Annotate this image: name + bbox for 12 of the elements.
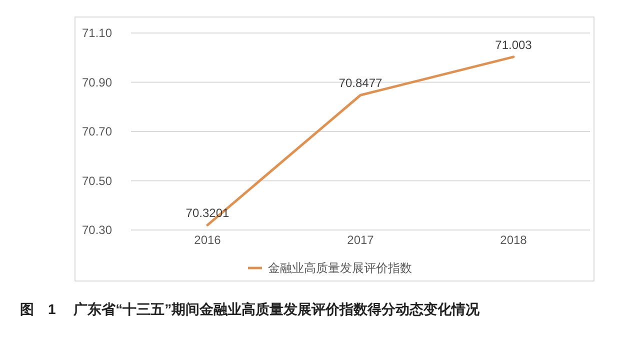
data-label: 71.003 bbox=[495, 38, 532, 52]
y-tick-label: 71.10 bbox=[82, 26, 112, 40]
x-tick-label: 2018 bbox=[500, 233, 528, 247]
data-label: 70.8477 bbox=[338, 76, 383, 90]
legend-label: 金融业高质量发展评价指数 bbox=[268, 261, 412, 275]
caption: 图 1 广东省“十三五”期间金融业高质量发展评价指数得分动态变化情况 bbox=[20, 301, 481, 317]
x-tick-label: 2016 bbox=[194, 233, 222, 247]
y-tick-label: 70.30 bbox=[82, 223, 112, 237]
y-tick-label: 70.90 bbox=[82, 75, 112, 90]
x-tick-label: 2017 bbox=[347, 233, 374, 247]
y-tick-label: 70.70 bbox=[82, 124, 112, 138]
y-tick-label: 70.50 bbox=[82, 174, 112, 188]
